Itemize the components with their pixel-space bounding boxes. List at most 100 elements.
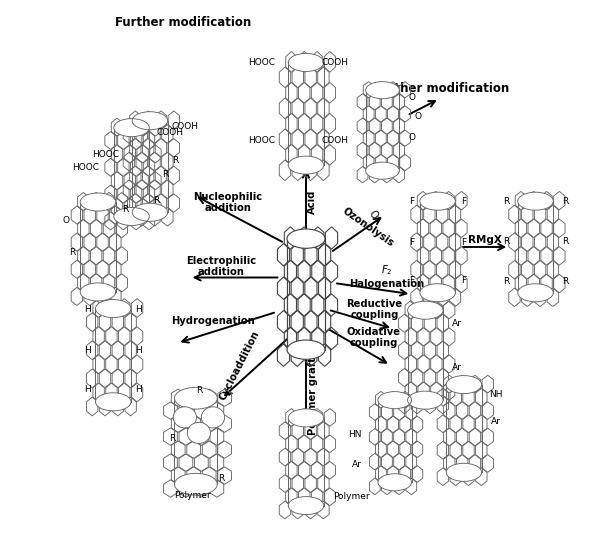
Ellipse shape — [378, 474, 411, 491]
Ellipse shape — [95, 393, 131, 411]
Text: Further modification: Further modification — [373, 82, 509, 95]
Text: HN: HN — [348, 430, 362, 439]
Text: R: R — [69, 248, 75, 257]
Bar — [288, 418, 324, 506]
Ellipse shape — [288, 409, 324, 427]
Bar — [287, 239, 325, 350]
Text: O: O — [414, 112, 422, 121]
Text: R: R — [503, 277, 509, 286]
Text: R: R — [162, 170, 168, 179]
Text: R: R — [503, 237, 509, 246]
Text: Ar: Ar — [491, 417, 501, 426]
Text: O: O — [408, 93, 416, 102]
Text: $O_3$
Ozonolysis: $O_3$ Ozonolysis — [340, 193, 404, 249]
Text: $F_2$
Halogenation: $F_2$ Halogenation — [349, 264, 424, 289]
Text: Polymer: Polymer — [334, 492, 370, 501]
Ellipse shape — [174, 473, 217, 495]
Text: Oxidative
coupling: Oxidative coupling — [346, 327, 400, 348]
Bar — [518, 201, 553, 293]
Bar — [288, 63, 324, 165]
Circle shape — [187, 422, 211, 443]
Bar — [288, 418, 324, 506]
Bar — [446, 385, 482, 472]
Text: HOOC: HOOC — [72, 163, 99, 172]
Ellipse shape — [420, 284, 455, 302]
Text: Cycloaddition: Cycloaddition — [218, 329, 262, 402]
Bar — [132, 120, 168, 213]
Text: R: R — [153, 196, 159, 205]
Text: RMgX: RMgX — [468, 235, 502, 245]
Text: F: F — [461, 238, 466, 247]
Bar — [408, 310, 443, 400]
Text: HOOC: HOOC — [92, 150, 119, 159]
Text: Nucleophilic
addition: Nucleophilic addition — [193, 192, 262, 213]
Text: HOOC: HOOC — [248, 58, 275, 67]
Bar — [288, 63, 324, 165]
Text: O: O — [408, 133, 416, 142]
Ellipse shape — [114, 208, 149, 225]
Text: R: R — [173, 157, 179, 165]
Ellipse shape — [366, 162, 399, 179]
Text: R: R — [562, 237, 568, 246]
Text: Polymer grafting: Polymer grafting — [308, 340, 318, 435]
Ellipse shape — [366, 82, 399, 99]
Text: HOOC: HOOC — [248, 136, 275, 145]
Ellipse shape — [408, 391, 443, 409]
Bar — [114, 128, 149, 216]
Text: R: R — [122, 205, 129, 214]
Bar — [378, 400, 412, 482]
Text: Acid: Acid — [307, 190, 317, 214]
Ellipse shape — [288, 156, 324, 174]
Bar — [366, 90, 400, 171]
Text: F: F — [409, 276, 414, 285]
Bar — [80, 202, 116, 292]
Bar — [80, 202, 116, 292]
Bar — [174, 398, 217, 484]
Ellipse shape — [518, 284, 553, 302]
Bar — [366, 90, 400, 171]
Bar — [420, 201, 455, 293]
Text: Electrophilic
addition: Electrophilic addition — [187, 256, 256, 277]
Circle shape — [201, 407, 225, 428]
Ellipse shape — [132, 203, 168, 221]
Ellipse shape — [132, 112, 168, 130]
Text: Further modification: Further modification — [116, 16, 252, 29]
Bar — [95, 309, 131, 402]
Text: COOH: COOH — [156, 128, 183, 137]
Text: F: F — [409, 238, 414, 247]
Bar — [288, 418, 324, 506]
Ellipse shape — [287, 229, 325, 248]
Circle shape — [173, 407, 196, 428]
Text: Polymer: Polymer — [174, 491, 211, 500]
Bar — [518, 201, 553, 293]
Text: Ar: Ar — [452, 363, 462, 372]
Bar — [95, 309, 131, 402]
Text: H: H — [84, 346, 91, 355]
Text: H: H — [135, 385, 143, 394]
Text: F: F — [409, 197, 414, 206]
Text: F: F — [461, 197, 466, 206]
Text: R: R — [562, 197, 568, 206]
Bar — [288, 63, 324, 165]
Text: R: R — [170, 434, 176, 443]
Text: R: R — [196, 386, 202, 395]
Ellipse shape — [518, 192, 553, 210]
Bar — [287, 239, 325, 350]
Bar — [114, 128, 149, 216]
Bar — [80, 202, 116, 292]
Text: H: H — [135, 305, 143, 314]
Bar — [446, 385, 482, 472]
Bar — [174, 398, 217, 484]
Ellipse shape — [80, 193, 116, 211]
Bar — [366, 90, 400, 171]
Text: F: F — [461, 276, 466, 285]
Text: R: R — [503, 197, 509, 206]
Bar — [518, 201, 553, 293]
Bar — [174, 398, 217, 484]
Ellipse shape — [378, 392, 411, 408]
Ellipse shape — [174, 387, 217, 409]
Text: Ar: Ar — [452, 319, 462, 327]
Bar — [378, 400, 412, 482]
Ellipse shape — [446, 463, 482, 481]
Bar — [420, 201, 455, 293]
